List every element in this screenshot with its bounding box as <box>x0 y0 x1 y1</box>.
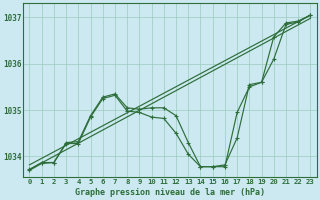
X-axis label: Graphe pression niveau de la mer (hPa): Graphe pression niveau de la mer (hPa) <box>75 188 265 197</box>
